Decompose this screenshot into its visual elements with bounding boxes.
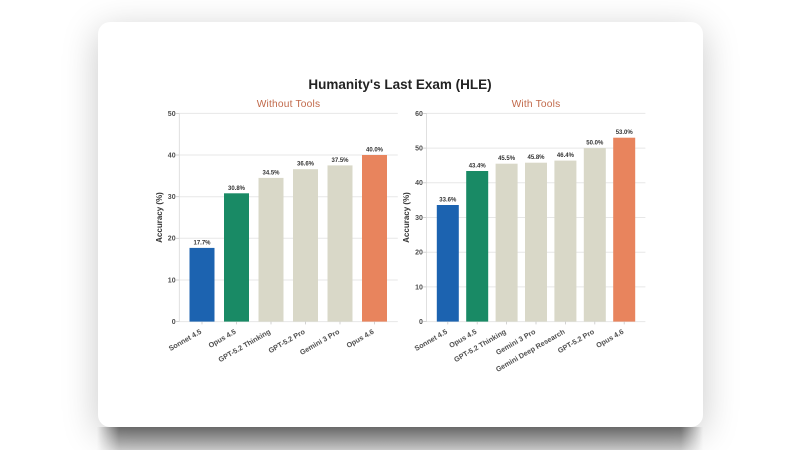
svg-text:Accuracy (%): Accuracy (%) — [402, 192, 411, 243]
svg-text:Without Tools: Without Tools — [257, 99, 321, 110]
svg-text:36.6%: 36.6% — [297, 162, 315, 168]
svg-text:17.7%: 17.7% — [193, 240, 211, 246]
svg-text:10: 10 — [415, 284, 423, 291]
svg-text:37.5%: 37.5% — [331, 158, 349, 164]
svg-text:30.8%: 30.8% — [228, 186, 246, 192]
svg-text:50.0%: 50.0% — [586, 141, 604, 147]
svg-text:60: 60 — [415, 111, 423, 118]
svg-text:33.6%: 33.6% — [439, 198, 457, 204]
svg-text:43.4%: 43.4% — [469, 164, 487, 170]
svg-text:With Tools: With Tools — [512, 99, 561, 110]
svg-text:50: 50 — [168, 111, 176, 118]
svg-text:0: 0 — [419, 319, 423, 326]
svg-text:53.0%: 53.0% — [616, 130, 634, 136]
svg-text:Accuracy (%): Accuracy (%) — [155, 192, 164, 243]
svg-text:Sonnet 4.5: Sonnet 4.5 — [413, 327, 449, 353]
svg-text:Opus 4.6: Opus 4.6 — [345, 327, 376, 350]
svg-text:40.0%: 40.0% — [366, 148, 384, 154]
svg-text:Opus 4.6: Opus 4.6 — [594, 327, 625, 350]
svg-text:0: 0 — [172, 319, 176, 326]
svg-text:40: 40 — [415, 180, 423, 187]
svg-text:20: 20 — [168, 236, 176, 243]
svg-text:45.5%: 45.5% — [498, 156, 516, 162]
svg-text:46.4%: 46.4% — [557, 153, 575, 159]
svg-text:Sonnet 4.5: Sonnet 4.5 — [167, 327, 203, 353]
svg-text:30: 30 — [415, 215, 423, 222]
svg-text:30: 30 — [168, 194, 176, 201]
svg-text:Gemini 3 Pro: Gemini 3 Pro — [298, 327, 341, 357]
svg-text:50: 50 — [415, 146, 423, 153]
svg-text:34.5%: 34.5% — [262, 170, 280, 176]
svg-text:20: 20 — [415, 250, 423, 257]
svg-text:10: 10 — [168, 277, 176, 284]
svg-text:Humanity's Last Exam (HLE): Humanity's Last Exam (HLE) — [308, 77, 491, 92]
svg-text:40: 40 — [168, 152, 176, 159]
svg-text:45.8%: 45.8% — [527, 155, 545, 161]
